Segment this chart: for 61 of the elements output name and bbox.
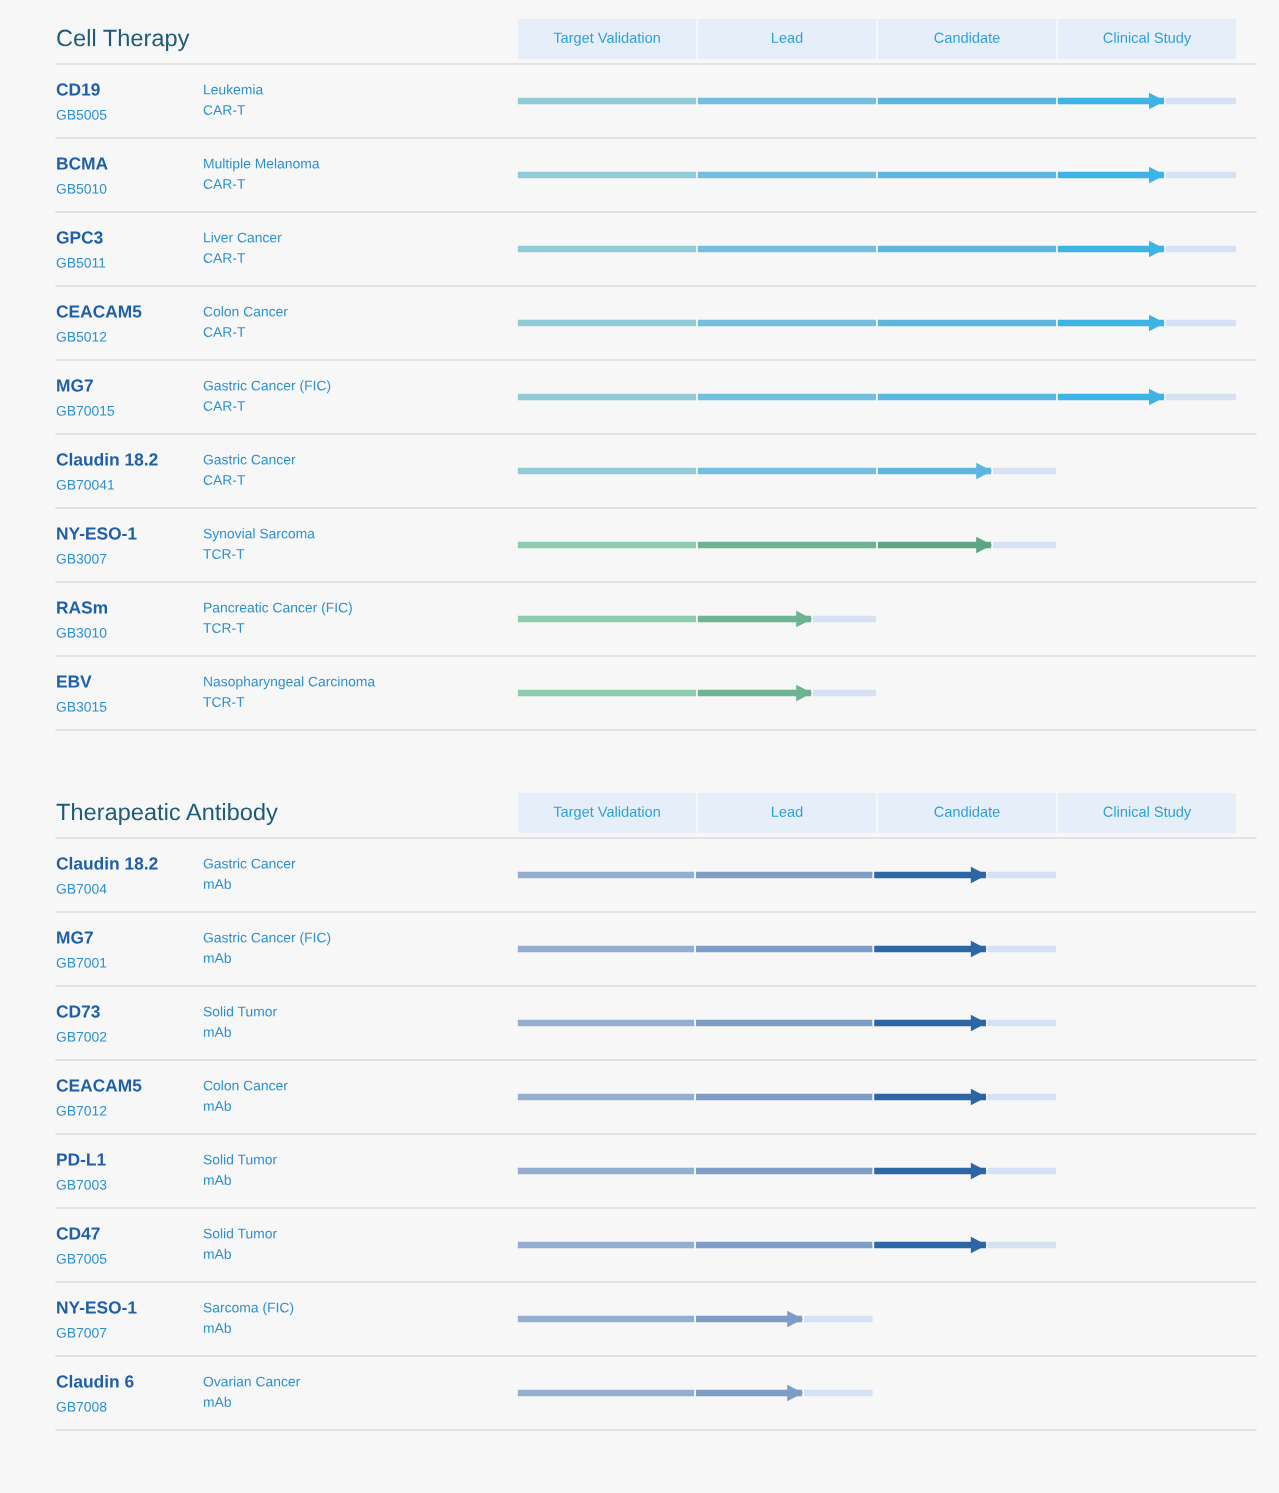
text: Ovarian Cancer mAb: [203, 1376, 301, 1407]
text: GB7007: [56, 1327, 107, 1338]
text: Therapeatic Antibody: [56, 802, 278, 826]
y-tick-label: NY-ESO-1: [57, 527, 137, 540]
y-tick-label: NY-ESO-1: [57, 1301, 137, 1314]
text: Cell Therapy: [57, 29, 190, 52]
y-tick-label: MG7: [57, 379, 93, 392]
text: GB7001: [56, 957, 107, 968]
text: Gastric Cancer CAR-T: [203, 454, 296, 485]
y-tick-label: EBV: [57, 675, 92, 688]
text: Candidate: [934, 32, 1000, 43]
text: Gastric Cancer (FIC) CAR-T: [203, 380, 331, 411]
y-tick-label: CD19: [56, 83, 100, 96]
text: Liver Cancer CAR-T: [203, 232, 282, 263]
text: GB5005: [56, 109, 107, 120]
text: GB5011: [56, 257, 106, 268]
y-tick-label: CD73: [56, 1005, 100, 1018]
y-tick-label: CEACAM5: [56, 1079, 142, 1092]
text: Colon Cancer mAb: [203, 1080, 288, 1111]
text: Colon Cancer CAR-T: [203, 306, 288, 337]
text: Gastric Cancer (FIC) mAb: [203, 932, 331, 963]
text: Lead: [771, 806, 803, 817]
text: GB5012: [56, 331, 107, 342]
text: GB7008: [56, 1401, 107, 1412]
y-tick-label: RASm: [57, 601, 108, 614]
text: Solid Tumor mAb: [203, 1228, 277, 1259]
text: GB3015: [56, 701, 107, 712]
text: GB70015: [56, 405, 115, 416]
text: Gastric Cancer mAb: [203, 858, 296, 889]
text: GB7004: [56, 883, 107, 894]
y-tick-label: Claudin 6: [56, 1374, 134, 1388]
y-tick-label: PD-L1: [57, 1153, 106, 1166]
text: GB7005: [56, 1253, 107, 1264]
text: Target Validation: [553, 806, 660, 820]
text: Leukemia CAR-T: [203, 84, 264, 115]
text: Lead: [771, 32, 803, 43]
text: GB3007: [56, 553, 107, 564]
text: GB5010: [56, 183, 107, 194]
y-tick-label: CD47: [56, 1227, 100, 1240]
y-tick-label: BCMA: [57, 157, 108, 170]
text: GB7012: [56, 1105, 107, 1116]
text: Clinical Study: [1103, 32, 1192, 46]
text: Target Validation: [553, 32, 660, 46]
y-tick-label: GPC3: [56, 231, 103, 244]
text: Pancreatic Cancer (FIC) TCR-T: [203, 602, 352, 633]
y-tick-label: Claudin 18.2: [56, 856, 158, 870]
text: Multiple Melanoma CAR-T: [203, 158, 320, 189]
text: Nasopharyngeal Carcinoma TCR-T: [203, 676, 376, 707]
text: Solid Tumor mAb: [203, 1006, 277, 1037]
text: Solid Tumor mAb: [203, 1154, 277, 1185]
y-tick-label: MG7: [57, 931, 93, 944]
text: GB7002: [56, 1031, 107, 1042]
text: Synovial Sarcoma TCR-T: [203, 528, 315, 559]
text: Clinical Study: [1103, 806, 1192, 820]
y-tick-label: Claudin 18.2: [56, 452, 158, 466]
text: Candidate: [934, 806, 1000, 817]
text: GB3010: [56, 627, 107, 638]
text: GB70041: [56, 479, 115, 490]
text: Sarcoma (FIC) mAb: [203, 1302, 294, 1333]
text: GB7003: [56, 1179, 107, 1190]
y-tick-label: CEACAM5: [56, 305, 142, 318]
